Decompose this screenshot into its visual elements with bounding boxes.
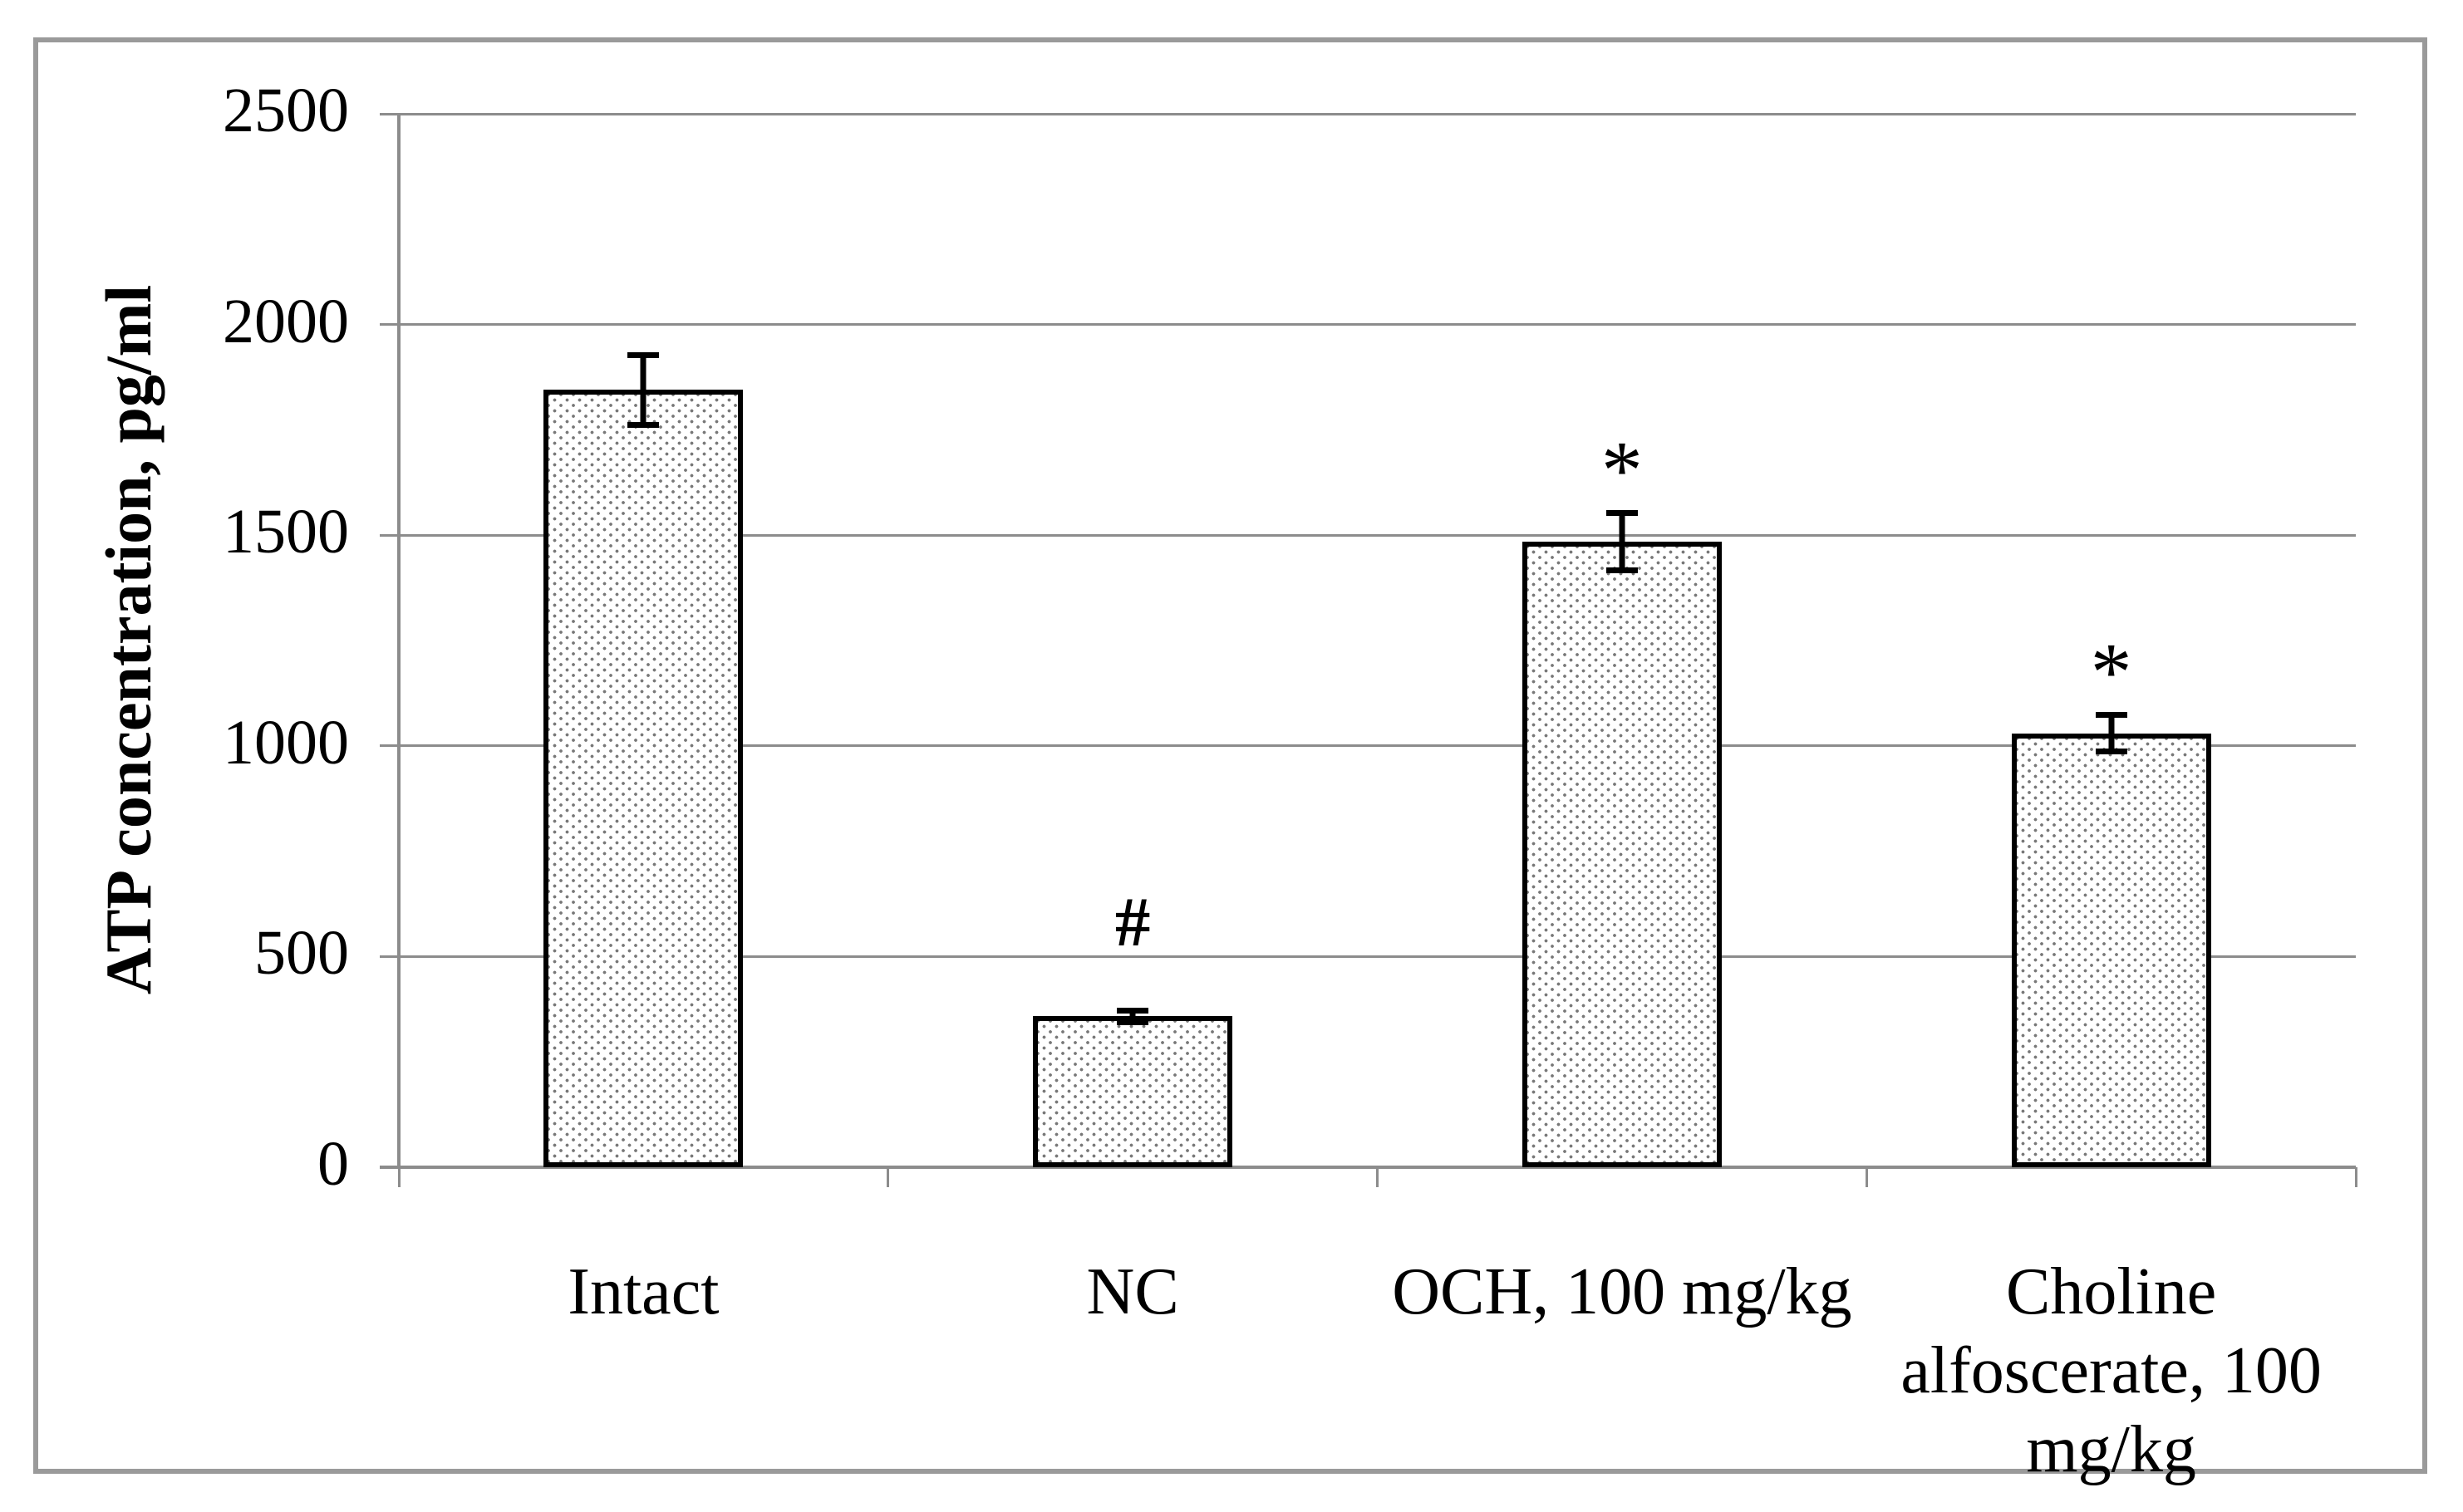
y-axis-tick-1500 [380,533,399,537]
y-tick-label: 2000 [223,286,349,356]
error-bar [2095,712,2127,754]
x-axis-tick [887,1167,890,1187]
error-bar-stem [2108,712,2115,754]
bar-3 [1522,541,1722,1167]
error-bar [627,351,660,428]
y-axis-title: ATP concentration, pg/ml [92,284,165,995]
x-axis-tick [1376,1167,1379,1187]
x-axis-tick [2354,1167,2357,1187]
bar-2 [1033,1016,1233,1167]
x-axis-tick [397,1167,401,1187]
y-tick-label: 0 [317,1129,349,1200]
figure-border [33,37,2427,1474]
x-category-label: NC [1086,1255,1179,1328]
y-tick-label: 2500 [223,76,349,146]
y-tick-label: 500 [254,918,349,989]
bar-4 [2011,733,2211,1167]
gridline-1000 [399,744,2356,748]
y-tick-label: 1000 [223,707,349,778]
gridline-2500 [399,112,2356,115]
y-tick-label: 1500 [223,497,349,567]
error-bar-bottom-cap [1605,567,1638,573]
x-category-label: Choline alfoscerate, 100 mg/kg [1900,1255,2322,1486]
y-axis-tick-1000 [380,744,399,748]
error-bar-bottom-cap [1117,1019,1149,1025]
error-bar-bottom-cap [627,421,660,428]
y-axis-tick-500 [380,955,399,958]
x-category-label: OCH, 100 mg/kg [1392,1255,1852,1328]
error-bar-stem [1619,509,1625,573]
error-bar [1605,509,1638,573]
x-axis-line [380,1166,2356,1169]
y-axis-line [397,114,401,1167]
error-bar [1117,1008,1149,1025]
error-bar-stem [640,351,646,428]
gridline-1500 [399,533,2356,537]
x-category-label: Intact [568,1255,720,1328]
y-axis-tick-2500 [380,112,399,115]
error-bar-stem [1129,1008,1136,1025]
y-axis-tick-2000 [380,323,399,326]
x-axis-tick [1865,1167,1868,1187]
gridline-2000 [399,323,2356,326]
error-bar-bottom-cap [2095,748,2127,754]
bar-1 [543,390,744,1167]
gridline-500 [399,955,2356,958]
